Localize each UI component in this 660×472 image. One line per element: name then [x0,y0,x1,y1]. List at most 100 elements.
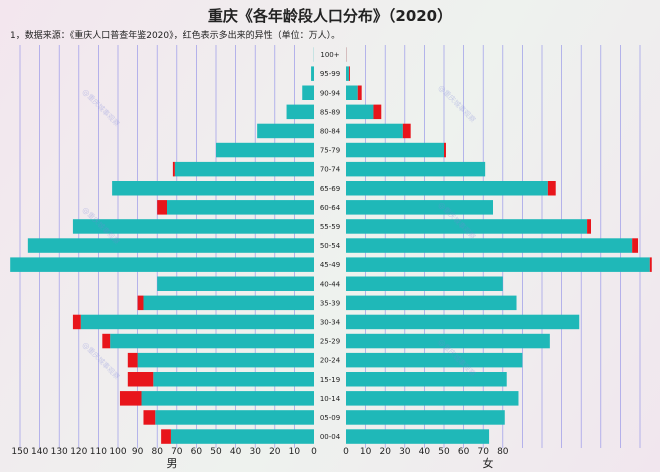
age-label: 65-69 [320,185,340,193]
male-bar-35-39 [143,295,314,311]
female-bar-25-29 [346,333,550,349]
female-bar-35-39 [346,295,517,311]
age-label: 00-04 [320,433,341,441]
female-bar-15-19 [346,372,507,387]
age-label: 40-44 [320,280,341,288]
age-label: 85-89 [320,108,340,116]
age-label: 10-14 [320,395,341,403]
female-excess-bar-45-49 [649,257,652,272]
male-excess-bar-60-64 [157,200,167,215]
male-excess-bar-35-39 [137,295,144,311]
male-excess-bar-10-14 [119,391,142,406]
male-excess-bar-15-19 [127,372,154,387]
x-tick-left: 130 [51,447,68,457]
male-bar-10-14 [141,391,314,406]
female-excess-bar-85-89 [373,104,382,120]
male-excess-bar-20-24 [127,352,138,368]
female-bar-65-69 [346,181,548,196]
x-tick-left: 40 [230,447,242,457]
x-tick-right: 60 [458,447,470,457]
age-label: 90-94 [320,89,341,97]
x-tick-left: 150 [11,447,28,457]
x-tick-left: 140 [31,447,48,457]
male-bar-60-64 [167,200,314,215]
x-tick-right: 20 [379,447,391,457]
female-bar-05-09 [346,410,505,425]
x-tick-left: 20 [269,447,281,457]
male-excess-bar-05-09 [143,410,156,425]
female-label: 女 [483,456,494,470]
male-bar-55-59 [72,219,314,234]
female-bar-45-49 [346,257,650,272]
x-tick-right: 40 [419,447,431,457]
chart-title: 重庆《各年龄段人口分布》（2020） [207,7,453,25]
male-label: 男 [167,457,178,470]
age-label: 20-24 [320,357,341,365]
x-tick-left: 70 [171,447,183,457]
watermark: @重庆城事观察 [437,83,478,124]
male-bar-70-74 [174,161,314,177]
x-tick-left: 110 [90,447,107,457]
x-tick-left: 10 [289,447,301,457]
age-label: 50-54 [320,242,341,250]
female-bar-30-34 [346,314,580,330]
x-tick-left: 0 [311,447,317,457]
age-label: 55-59 [320,223,340,231]
male-bar-75-79 [216,142,314,158]
male-bar-95-99 [311,66,314,81]
female-bar-85-89 [346,104,374,120]
female-bar-50-54 [346,238,633,253]
female-bar-70-74 [346,161,486,177]
x-tick-right: 30 [399,447,411,457]
female-excess-bar-80-84 [402,123,411,139]
x-tick-left: 100 [109,447,126,457]
x-tick-left: 90 [132,447,144,457]
male-excess-bar-70-74 [172,161,175,177]
male-excess-bar-00-04 [161,429,171,444]
x-tick-right: 10 [360,447,372,457]
male-bar-00-04 [170,429,314,444]
female-bar-55-59 [346,219,588,234]
age-label: 30-34 [320,318,341,326]
x-tick-right: 50 [438,447,450,457]
male-bar-15-19 [153,372,314,387]
male-bar-25-29 [110,333,314,349]
male-bar-45-49 [10,257,314,272]
male-excess-bar-25-29 [102,333,111,349]
x-tick-left: 80 [151,447,163,457]
female-bar-40-44 [346,276,503,291]
female-excess-bar-75-79 [444,142,446,158]
female-bar-90-94 [346,85,358,100]
male-bar-80-84 [257,123,314,139]
age-label: 35-39 [320,299,340,307]
male-bar-05-09 [155,410,314,425]
x-tick-left: 30 [249,447,261,457]
male-bar-90-94 [302,85,314,100]
age-label: 05-09 [320,414,340,422]
age-label: 45-49 [320,261,340,269]
female-bar-95-99 [346,66,349,81]
male-bar-50-54 [27,238,315,253]
female-bar-75-79 [346,142,444,158]
male-bar-85-89 [286,104,314,120]
male-bar-40-44 [157,276,314,291]
watermark: @重庆城事观察 [81,87,122,128]
age-label: 95-99 [320,70,340,78]
age-label: 75-79 [320,147,340,155]
female-bar-00-04 [346,429,490,444]
x-tick-right: 80 [497,447,509,457]
female-bar-20-24 [346,352,523,368]
x-tick-left: 60 [191,447,203,457]
x-tick-right: 70 [477,447,489,457]
female-excess-bar-50-54 [632,238,639,253]
male-bar-20-24 [137,352,314,368]
female-excess-bar-65-69 [547,181,556,196]
female-excess-bar-55-59 [587,219,591,234]
age-label: 70-74 [320,166,341,174]
female-bar-60-64 [346,200,493,215]
female-excess-bar-95-99 [348,66,350,81]
x-tick-right: 0 [343,447,349,457]
age-label: 100+ [320,51,339,59]
